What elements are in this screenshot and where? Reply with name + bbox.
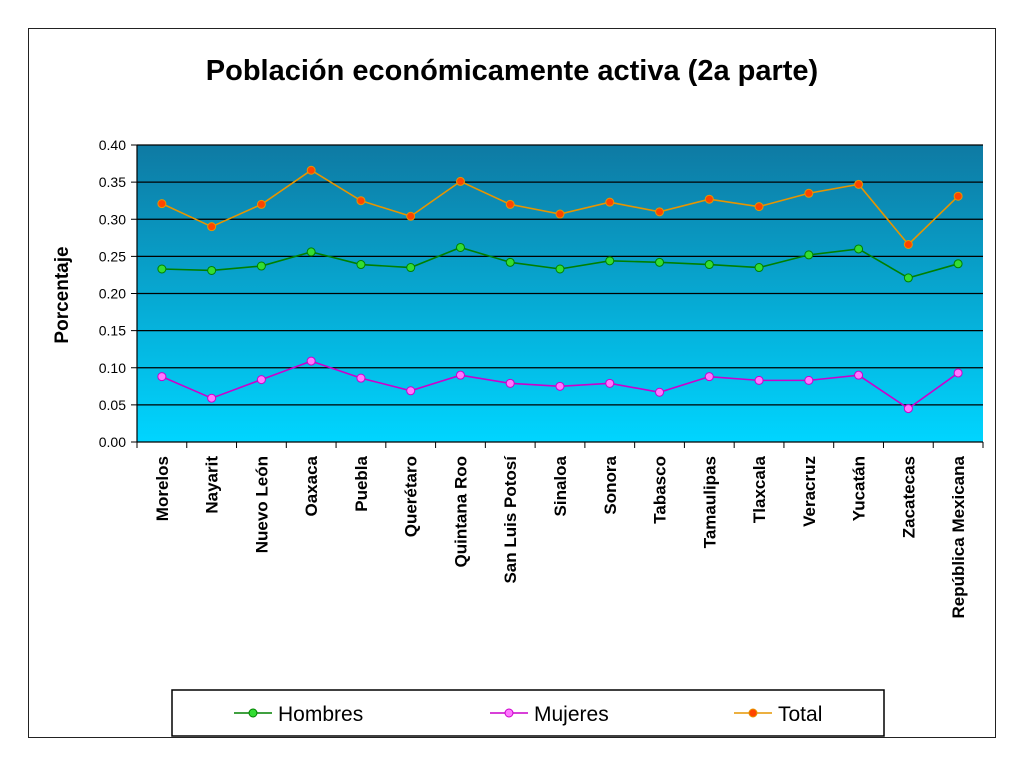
y-tick-label: 0.35 [99,174,126,190]
data-point-total [903,239,913,249]
data-point-mujeres [455,370,465,380]
data-point-hombres [754,263,764,273]
series-layer [157,165,963,414]
y-axis-label: Porcentaje [52,246,73,343]
legend-label-mujeres: Mujeres [534,703,609,726]
x-axis-ticks: Morelos Nayarit Nuevo León Oaxaca Puebla Quer… [136,442,984,619]
y-tick-label: 0.20 [99,286,126,302]
data-point-hombres [953,259,963,269]
x-tick-label: Tlaxcala [750,455,769,523]
chart-title: Población económicamente activa (2a part… [206,55,818,87]
legend-label-hombres: Hombres [278,703,363,726]
data-point-total [804,188,814,198]
data-point-hombres [207,265,217,275]
y-tick-label: 0.10 [99,360,126,376]
x-tick-label: Puebla [352,455,371,511]
data-point-total [306,165,316,175]
data-point-total [256,199,266,209]
data-point-hombres [605,256,615,266]
data-point-hombres [256,261,266,271]
data-point-mujeres [854,370,864,380]
data-point-hombres [903,273,913,283]
gridlines [137,144,983,406]
data-point-hombres [854,244,864,254]
x-tick-label: Nayarit [203,456,222,514]
legend-marker-mujeres [504,708,514,718]
x-tick-label: República Mexicana [949,455,968,618]
legend-label-total: Total [778,703,822,726]
data-point-total [356,196,366,206]
x-tick-label: Veracruz [800,456,819,527]
x-tick-label: Tabasco [651,456,670,524]
x-tick-label: Tamaulipas [700,456,719,548]
x-tick-label: Sinaloa [551,455,570,516]
data-point-total [455,176,465,186]
data-point-mujeres [754,375,764,385]
data-point-mujeres [157,372,167,382]
data-point-total [157,199,167,209]
data-point-total [555,209,565,219]
data-point-mujeres [356,373,366,383]
data-point-hombres [655,257,665,267]
data-point-mujeres [605,378,615,388]
data-point-hombres [804,250,814,260]
data-point-mujeres [953,368,963,378]
data-point-hombres [455,242,465,252]
data-point-total [854,179,864,189]
data-point-hombres [157,264,167,274]
y-tick-label: 0.30 [99,211,126,227]
x-tick-label: Zacatecas [899,456,918,538]
y-tick-label: 0.00 [99,434,126,450]
x-tick-label: Nuevo León [252,456,271,553]
x-tick-label: Oaxaca [302,455,321,516]
data-point-hombres [555,264,565,274]
x-tick-label: Morelos [153,456,172,521]
data-point-mujeres [903,404,913,414]
data-point-total [605,197,615,207]
data-point-total [406,211,416,221]
data-point-total [505,199,515,209]
data-point-hombres [356,260,366,270]
y-tick-label: 0.05 [99,397,126,413]
data-point-mujeres [505,378,515,388]
data-point-mujeres [804,375,814,385]
data-point-hombres [406,263,416,273]
x-tick-label: Quintana Roo [451,456,470,567]
data-point-mujeres [207,393,217,403]
x-tick-label: Querétaro [402,456,421,537]
data-point-total [704,194,714,204]
y-tick-label: 0.15 [99,323,126,339]
legend-marker-total [748,708,758,718]
y-tick-label: 0.40 [99,137,126,153]
legend: Hombres Mujeres Total [234,703,822,726]
data-point-mujeres [306,356,316,366]
data-point-mujeres [704,372,714,382]
x-tick-label: Yucatán [850,456,869,521]
data-point-hombres [505,257,515,267]
data-point-total [754,202,764,212]
data-point-hombres [704,260,714,270]
legend-marker-hombres [248,708,258,718]
data-point-total [655,207,665,217]
data-point-mujeres [555,381,565,391]
data-point-total [953,191,963,201]
data-point-total [207,222,217,232]
y-axis-ticks: 0.00 0.05 0.10 0.15 0.20 0.25 0.30 0.35 0.40 [99,137,137,450]
data-point-hombres [306,247,316,257]
data-point-mujeres [406,386,416,396]
data-point-mujeres [256,375,266,385]
data-point-mujeres [655,387,665,397]
x-tick-label: Sonora [601,455,620,514]
y-tick-label: 0.25 [99,248,126,264]
x-tick-label: San Luis Potosí [501,455,520,584]
